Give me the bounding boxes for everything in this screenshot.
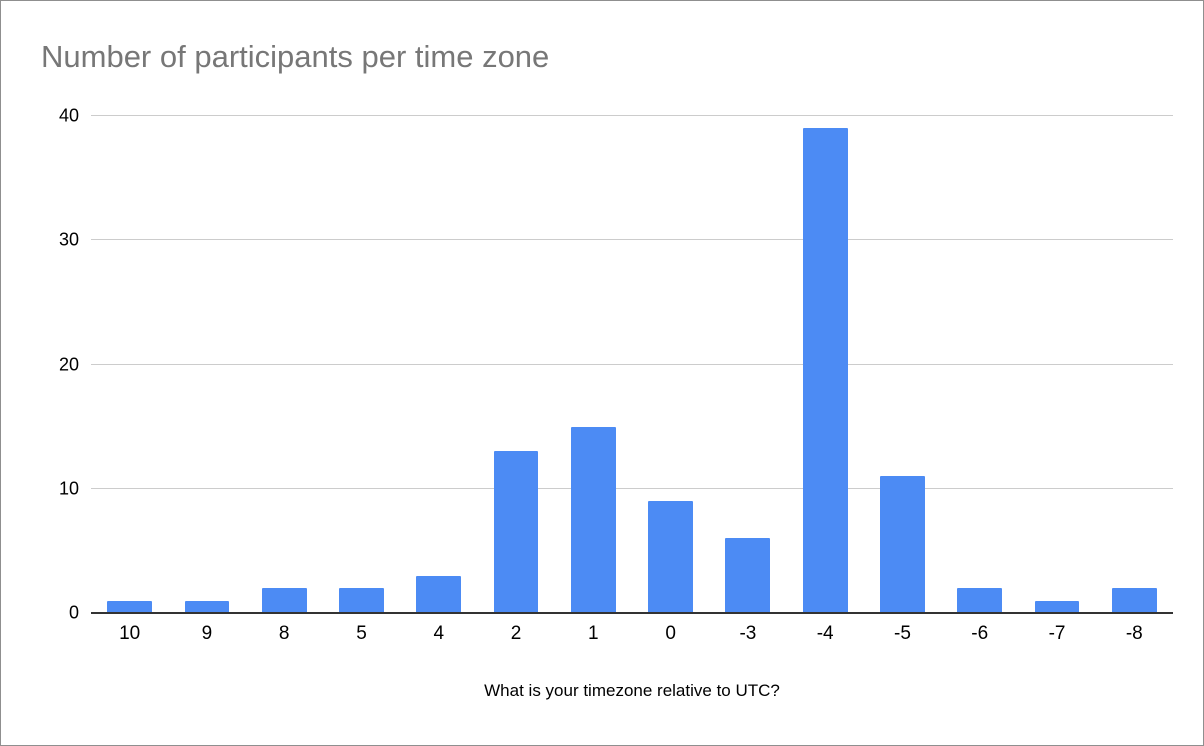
x-tick-label: -8 <box>1125 623 1143 644</box>
bar-band <box>555 116 632 613</box>
bar--6 <box>957 588 1003 613</box>
bar-4 <box>416 575 462 613</box>
x-tick-label: 0 <box>665 623 676 644</box>
bar-band <box>632 116 709 613</box>
bar-10 <box>107 600 153 613</box>
bar-1 <box>570 426 616 613</box>
bars-layer <box>91 116 1173 613</box>
x-tick-label: -7 <box>1048 623 1066 644</box>
bar--5 <box>880 476 925 613</box>
bar--7 <box>1034 600 1080 613</box>
x-axis-line <box>91 612 1173 614</box>
bar-band <box>400 116 477 613</box>
bar-band <box>246 116 323 613</box>
x-tick-label: 5 <box>356 623 367 644</box>
gridline <box>91 239 1173 241</box>
bar-8 <box>261 588 307 613</box>
gridline <box>91 363 1173 365</box>
x-tick-label: -4 <box>816 623 834 644</box>
x-tick-label: 9 <box>201 623 213 644</box>
y-tick-label: 10 <box>58 478 79 499</box>
x-tick-label: 8 <box>278 623 290 644</box>
y-tick-label: 30 <box>58 229 79 250</box>
x-tick-label: 2 <box>510 623 522 644</box>
gridline <box>91 487 1173 489</box>
x-tick-label: 1 <box>588 623 599 644</box>
bar--4 <box>802 128 848 613</box>
bar-band <box>941 116 1018 613</box>
plot-area <box>91 115 1173 614</box>
bar-band <box>91 116 168 613</box>
chart-title: Number of participants per time zone <box>41 39 550 74</box>
x-tick-label: -5 <box>894 623 911 644</box>
x-tick-label: -6 <box>971 623 989 644</box>
x-tick-label: 10 <box>119 623 141 644</box>
bar--8 <box>1111 588 1157 613</box>
y-axis: 0 10 20 30 40 <box>1 106 79 623</box>
y-tick-label: 20 <box>58 354 79 374</box>
x-axis-title: What is your timezone relative to UTC? <box>484 681 780 700</box>
x-tick-label: -3 <box>739 623 757 644</box>
bar-band <box>477 116 554 613</box>
x-tick-label: 4 <box>433 623 445 644</box>
y-tick-label: 40 <box>58 105 79 126</box>
bar-band <box>168 116 245 613</box>
bar-band <box>709 116 786 613</box>
bar-band <box>787 116 864 613</box>
bar--3 <box>725 538 771 613</box>
bar-band <box>1018 116 1095 613</box>
bar-band <box>1096 116 1173 613</box>
bar-9 <box>184 600 230 613</box>
bar-5 <box>339 588 384 613</box>
bar-0 <box>648 501 694 613</box>
bar-band <box>864 116 941 613</box>
y-tick-label: 0 <box>68 602 79 623</box>
bar-band <box>323 116 400 613</box>
x-axis-labels: 10 9 8 5 4 2 1 0 -3 -4 -5 -6 -7 -8 <box>91 623 1173 645</box>
bar-2 <box>493 451 539 613</box>
gridline <box>91 115 1173 116</box>
